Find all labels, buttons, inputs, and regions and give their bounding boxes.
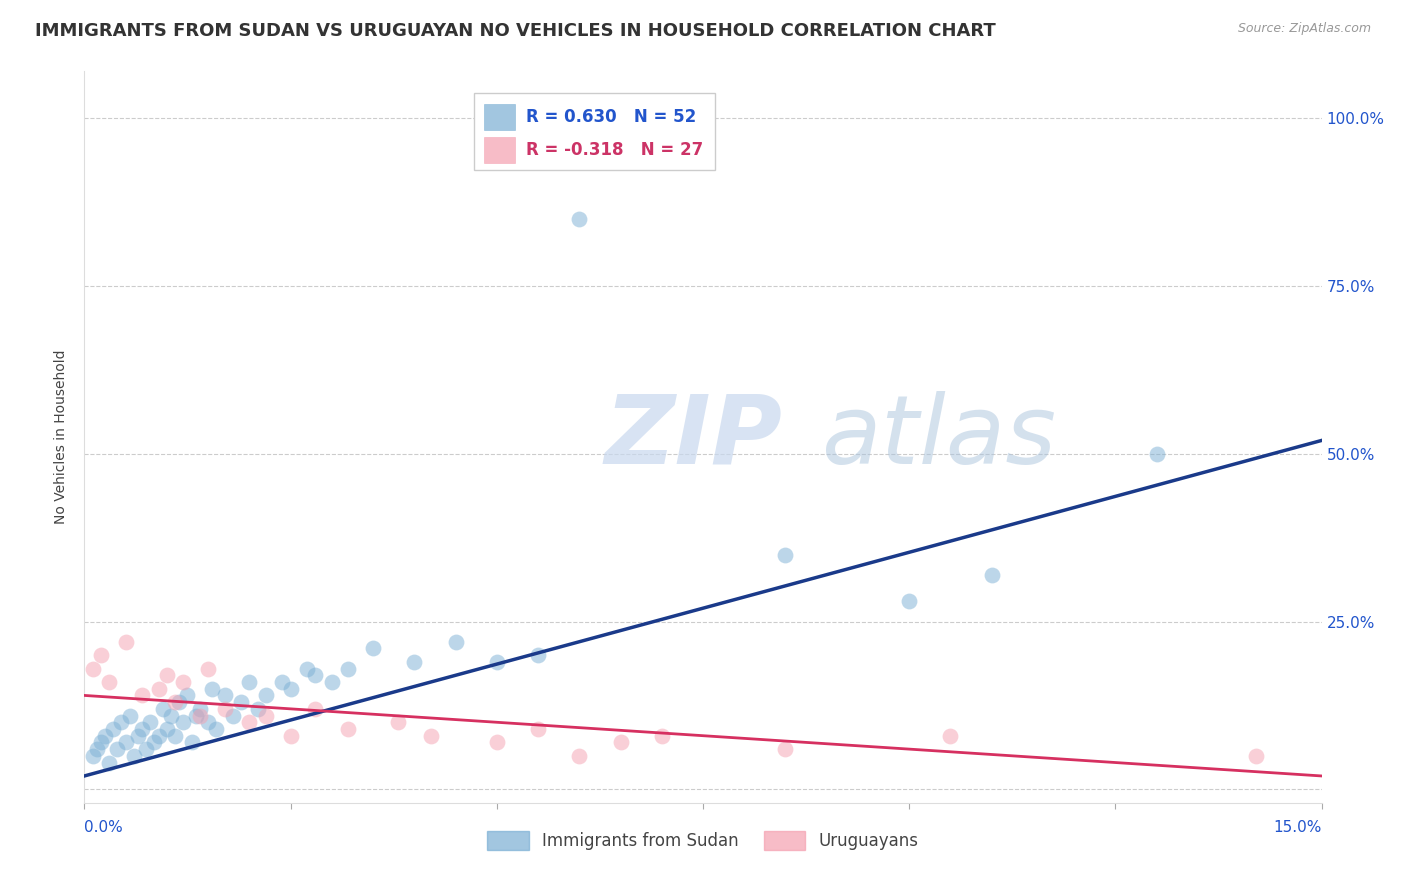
- Point: [238, 675, 260, 690]
- Point: [775, 548, 797, 562]
- Point: [82, 662, 104, 676]
- Point: [105, 742, 128, 756]
- Text: atlas: atlas: [821, 391, 1056, 483]
- Point: [361, 641, 384, 656]
- Point: [337, 722, 360, 736]
- Text: R = 0.630   N = 52: R = 0.630 N = 52: [526, 108, 696, 126]
- Point: [152, 702, 174, 716]
- Point: [246, 702, 269, 716]
- Point: [176, 689, 198, 703]
- Point: [197, 715, 219, 730]
- Text: 0.0%: 0.0%: [84, 820, 124, 835]
- Legend: Immigrants from Sudan, Uruguayans: Immigrants from Sudan, Uruguayans: [481, 824, 925, 856]
- Point: [205, 722, 228, 736]
- Point: [939, 729, 962, 743]
- Point: [527, 722, 550, 736]
- Point: [184, 708, 207, 723]
- Point: [485, 655, 508, 669]
- Y-axis label: No Vehicles in Household: No Vehicles in Household: [55, 350, 69, 524]
- Point: [167, 695, 190, 709]
- Point: [139, 715, 162, 730]
- Point: [775, 742, 797, 756]
- Point: [201, 681, 224, 696]
- Text: 15.0%: 15.0%: [1274, 820, 1322, 835]
- Point: [387, 715, 409, 730]
- Point: [898, 594, 921, 608]
- Point: [1146, 447, 1168, 461]
- Point: [214, 702, 236, 716]
- FancyBboxPatch shape: [484, 137, 515, 163]
- Point: [254, 708, 277, 723]
- Point: [172, 715, 194, 730]
- Point: [568, 748, 591, 763]
- Point: [419, 729, 441, 743]
- Point: [238, 715, 260, 730]
- Point: [304, 668, 326, 682]
- Point: [214, 689, 236, 703]
- Point: [609, 735, 631, 749]
- FancyBboxPatch shape: [474, 94, 716, 170]
- Point: [98, 675, 121, 690]
- Point: [135, 742, 157, 756]
- Point: [90, 648, 112, 662]
- Text: R = -0.318   N = 27: R = -0.318 N = 27: [526, 141, 703, 159]
- Point: [1244, 748, 1267, 763]
- Point: [188, 702, 211, 716]
- Point: [156, 722, 179, 736]
- Point: [304, 702, 326, 716]
- Point: [254, 689, 277, 703]
- Point: [188, 708, 211, 723]
- Point: [122, 748, 145, 763]
- Point: [165, 695, 187, 709]
- Point: [114, 735, 136, 749]
- Point: [82, 748, 104, 763]
- Point: [280, 681, 302, 696]
- Point: [321, 675, 343, 690]
- Point: [86, 742, 108, 756]
- Point: [295, 662, 318, 676]
- Point: [103, 722, 125, 736]
- Point: [110, 715, 132, 730]
- Point: [404, 655, 426, 669]
- Point: [94, 729, 117, 743]
- Point: [98, 756, 121, 770]
- Point: [148, 681, 170, 696]
- Point: [156, 668, 179, 682]
- Point: [114, 634, 136, 648]
- Point: [172, 675, 194, 690]
- Point: [651, 729, 673, 743]
- Point: [280, 729, 302, 743]
- Point: [485, 735, 508, 749]
- Point: [160, 708, 183, 723]
- Text: Source: ZipAtlas.com: Source: ZipAtlas.com: [1237, 22, 1371, 36]
- FancyBboxPatch shape: [484, 104, 515, 130]
- Text: IMMIGRANTS FROM SUDAN VS URUGUAYAN NO VEHICLES IN HOUSEHOLD CORRELATION CHART: IMMIGRANTS FROM SUDAN VS URUGUAYAN NO VE…: [35, 22, 995, 40]
- Point: [131, 689, 153, 703]
- Point: [980, 567, 1002, 582]
- Point: [568, 212, 591, 227]
- Point: [271, 675, 294, 690]
- Point: [148, 729, 170, 743]
- Point: [127, 729, 149, 743]
- Point: [229, 695, 252, 709]
- Point: [527, 648, 550, 662]
- Point: [180, 735, 202, 749]
- Text: ZIP: ZIP: [605, 391, 782, 483]
- Point: [197, 662, 219, 676]
- Point: [131, 722, 153, 736]
- Point: [165, 729, 187, 743]
- Point: [444, 634, 467, 648]
- Point: [337, 662, 360, 676]
- Point: [222, 708, 245, 723]
- Point: [90, 735, 112, 749]
- Point: [143, 735, 166, 749]
- Point: [118, 708, 141, 723]
